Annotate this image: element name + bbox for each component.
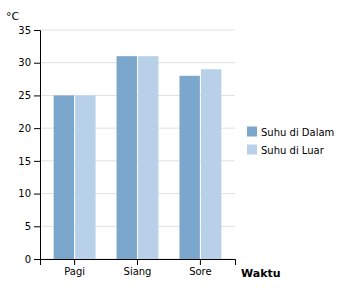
bar (117, 56, 137, 259)
grid (40, 30, 235, 259)
x-tick: Sore (189, 259, 212, 277)
legend: Suhu di Dalam Suhu di Luar (247, 127, 334, 156)
x-tick-label: Pagi (64, 266, 85, 277)
y-tick-label: 5 (25, 221, 31, 232)
y-axis-title: °C (6, 10, 20, 23)
plot: 0 5 10 15 20 25 30 35 Pagi Siang Sore °C Waktu Suhu d… (6, 10, 334, 280)
y-tick-label: 20 (18, 123, 31, 134)
bar-series (54, 56, 200, 259)
y-tick-mark (34, 30, 40, 31)
y-axis: 0 5 10 15 20 25 30 35 (18, 25, 40, 265)
x-tick-mark (137, 259, 138, 265)
y-tick: 30 (18, 57, 40, 68)
x-tick: Siang (124, 259, 152, 277)
bar-series (75, 56, 221, 259)
x-tick-label: Siang (124, 266, 152, 277)
y-tick: 0 (25, 254, 40, 265)
y-tick-mark (34, 63, 40, 64)
y-tick: 5 (25, 221, 40, 232)
y-tick: 35 (18, 25, 40, 36)
x-tick-mark (74, 259, 75, 265)
bar (54, 95, 74, 259)
chart: 0 5 10 15 20 25 30 35 Pagi Siang Sore °C Waktu Suhu d… (0, 0, 340, 291)
legend-swatch (247, 145, 257, 155)
y-tick: 15 (18, 156, 40, 167)
y-tick-mark (34, 95, 40, 96)
y-tick-label: 35 (18, 25, 31, 36)
bar (75, 95, 95, 259)
y-tick-mark (34, 161, 40, 162)
bar (179, 76, 199, 259)
x-tick: Pagi (64, 259, 85, 277)
legend-item: Suhu di Dalam (247, 127, 334, 138)
y-tick-mark (34, 259, 40, 260)
x-tick-mark (200, 259, 201, 265)
y-tick-mark (34, 128, 40, 129)
bar (201, 69, 221, 259)
x-axis: Pagi Siang Sore (41, 259, 236, 277)
y-tick-label: 30 (18, 57, 31, 68)
legend-item: Suhu di Luar (247, 145, 325, 156)
y-tick-mark (34, 226, 40, 227)
legend-label: Suhu di Luar (261, 145, 325, 156)
y-tick-label: 25 (18, 90, 31, 101)
x-axis-title: Waktu (241, 267, 281, 280)
y-tick: 25 (18, 90, 40, 101)
y-tick-label: 15 (18, 156, 31, 167)
legend-swatch (247, 127, 257, 137)
y-axis-line (34, 31, 41, 260)
x-tick-label: Sore (189, 266, 212, 277)
y-tick-label: 0 (25, 254, 31, 265)
grid-line (40, 30, 235, 31)
y-tick-label: 10 (18, 188, 31, 199)
grid-line (40, 62, 235, 63)
y-tick: 10 (18, 188, 40, 199)
bars (54, 56, 222, 259)
x-axis-line (41, 260, 236, 266)
y-tick: 20 (18, 123, 40, 134)
bar (138, 56, 158, 259)
legend-label: Suhu di Dalam (261, 127, 334, 138)
y-tick-mark (34, 194, 40, 195)
